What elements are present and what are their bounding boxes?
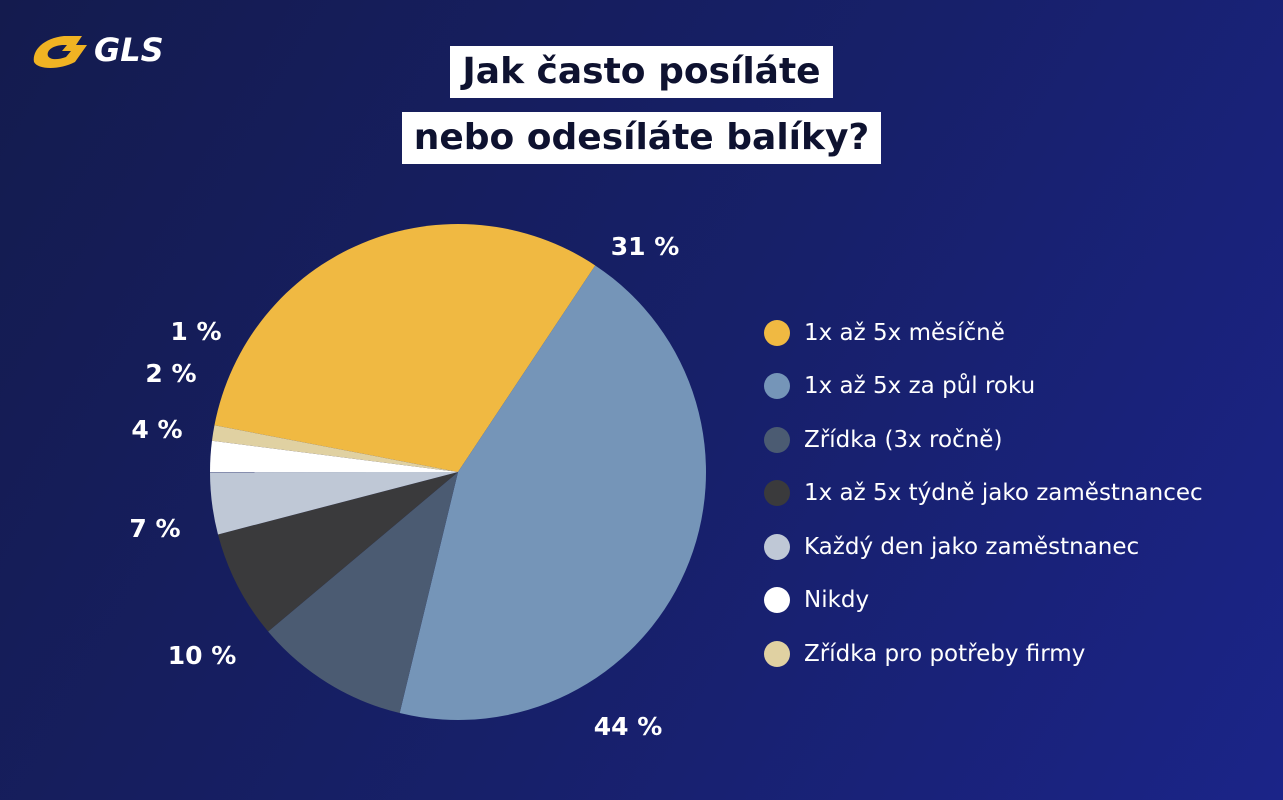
legend-label: 1x až 5x za půl roku <box>804 373 1036 400</box>
pie-slice <box>214 224 596 472</box>
legend-label: Každý den jako zaměstnanec <box>804 533 1140 560</box>
legend-item: Nikdy <box>764 574 1264 628</box>
legend-item: Zřídka pro potřeby firmy <box>764 627 1264 681</box>
legend-label: Nikdy <box>804 587 870 614</box>
chart-legend: 1x až 5x měsíčně 1x až 5x za půl roku Zříd… <box>764 306 1264 681</box>
slice-value-label: 2 % <box>145 359 196 388</box>
legend-swatch <box>764 319 790 346</box>
slice-value-label: 10 % <box>168 641 237 670</box>
slice-value-label: 4 % <box>131 415 182 444</box>
pie-slice <box>211 425 458 472</box>
gls-logo: GLS <box>30 26 185 70</box>
legend-swatch <box>764 587 790 614</box>
slice-value-label: 31 % <box>611 232 680 261</box>
legend-label: Zřídka (3x ročně) <box>804 426 1003 453</box>
pie-slice <box>399 265 706 721</box>
pie-slice <box>209 440 458 473</box>
legend-label: 1x až 5x měsíčně <box>804 319 1005 346</box>
legend-item: Zřídka (3x ročně) <box>764 413 1264 467</box>
legend-swatch <box>764 640 790 667</box>
legend-label: Zřídka pro potřeby firmy <box>804 640 1086 667</box>
legend-item: 1x až 5x měsíčně <box>764 306 1264 360</box>
legend-swatch <box>764 480 790 507</box>
slice-value-label: 44 % <box>594 712 663 741</box>
title-line-2: nebo odesíláte balíky? <box>401 112 882 164</box>
pie-slice <box>217 472 458 632</box>
pie-slice <box>210 472 458 535</box>
slice-value-label: 7 % <box>129 514 180 543</box>
legend-swatch <box>764 373 790 400</box>
title-line-1: Jak často posíláte <box>450 46 833 98</box>
legend-label: 1x až 5x týdně jako zaměstnancec <box>804 480 1203 507</box>
legend-swatch <box>764 533 790 560</box>
logo-text: GLS <box>94 31 164 69</box>
legend-item: 1x až 5x za půl roku <box>764 360 1264 414</box>
legend-item: Každý den jako zaměstnanec <box>764 520 1264 574</box>
chart-title: Jak často posíláte nebo odesíláte balíky… <box>0 46 1283 164</box>
legend-item: 1x až 5x týdně jako zaměstnancec <box>764 467 1264 521</box>
legend-swatch <box>764 426 790 453</box>
pie-slice <box>268 472 458 714</box>
slice-value-label: 1 % <box>170 317 221 346</box>
